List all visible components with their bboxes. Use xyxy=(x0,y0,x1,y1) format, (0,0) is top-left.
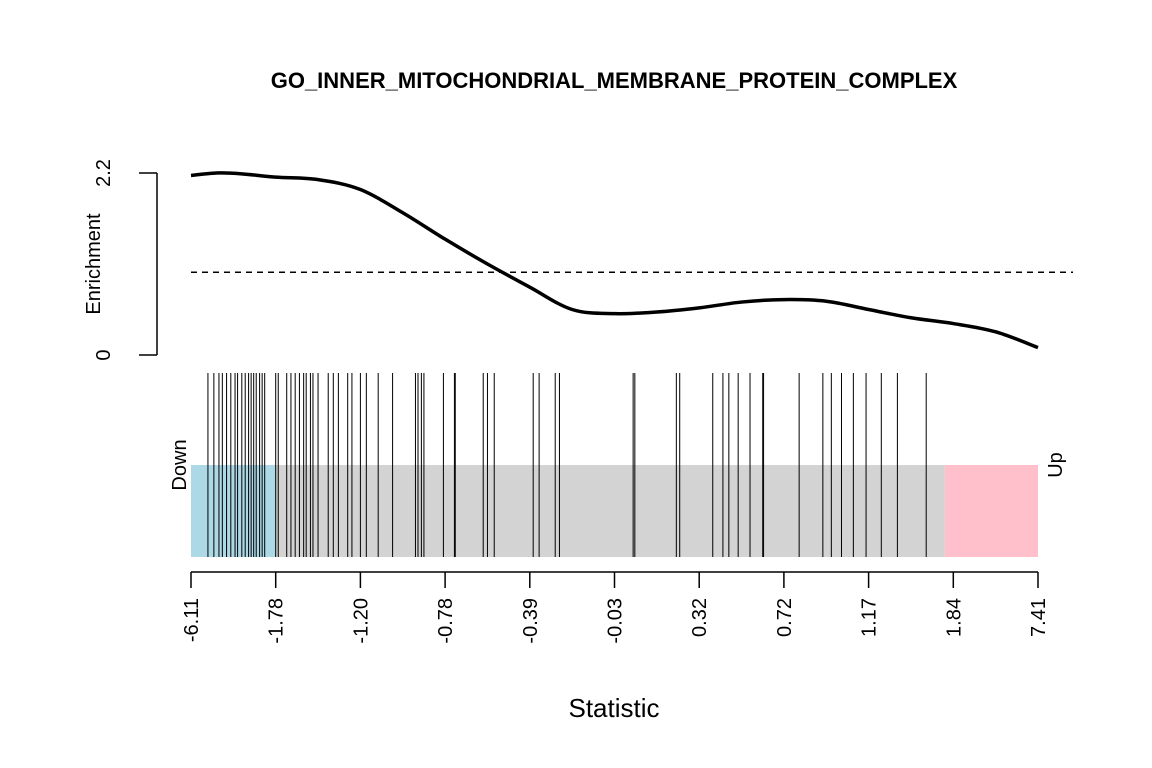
y-tick-label-bottom: 0 xyxy=(93,349,115,360)
x-tick-label: -0.39 xyxy=(520,598,542,644)
statistic-bar xyxy=(191,465,1038,557)
x-tick-label: -0.78 xyxy=(435,598,457,644)
x-tick-label: -6.11 xyxy=(181,598,203,642)
x-tick-label: 7.41 xyxy=(1028,598,1050,637)
x-tick-label: 1.17 xyxy=(859,598,881,637)
barcode-lines xyxy=(207,373,927,557)
x-tick-label: 0.32 xyxy=(689,598,711,637)
enrichment-curve xyxy=(190,171,1039,350)
x-tick-label: 1.84 xyxy=(943,598,965,637)
x-axis-label: Statistic xyxy=(568,693,659,723)
enrichment-y-axis: 2.2 0 Enrichment xyxy=(83,159,158,361)
chart-title: GO_INNER_MITOCHONDRIAL_MEMBRANE_PROTEIN_… xyxy=(271,68,958,93)
x-axis: -6.11 -1.78 -1.20 -0.78 -0.39 -0.03 0.32 0.72 1.… xyxy=(181,571,1050,644)
y-tick-label-top: 2.2 xyxy=(93,159,115,187)
bar-segment-2 xyxy=(944,465,1038,557)
x-tick-label: -0.03 xyxy=(605,598,627,644)
x-tick-label: -1.20 xyxy=(350,598,372,644)
y-axis-label: Enrichment xyxy=(83,213,105,315)
x-tick-label: 0.72 xyxy=(774,598,796,637)
bar-segment-1 xyxy=(275,465,945,557)
down-label: Down xyxy=(169,439,191,490)
x-tick-label: -1.78 xyxy=(266,598,288,644)
up-label: Up xyxy=(1045,452,1067,478)
bar-segment-0 xyxy=(191,465,276,557)
